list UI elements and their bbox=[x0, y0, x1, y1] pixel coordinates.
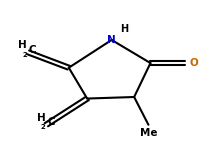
Text: H: H bbox=[36, 113, 45, 123]
Text: O: O bbox=[188, 58, 197, 68]
Text: H: H bbox=[18, 40, 27, 50]
Text: 2: 2 bbox=[22, 51, 27, 57]
Text: Me: Me bbox=[139, 128, 156, 138]
Text: 2: 2 bbox=[40, 124, 45, 130]
Text: C: C bbox=[47, 117, 55, 127]
Text: N: N bbox=[107, 35, 116, 45]
Text: H: H bbox=[119, 24, 127, 34]
Text: C: C bbox=[29, 45, 36, 55]
